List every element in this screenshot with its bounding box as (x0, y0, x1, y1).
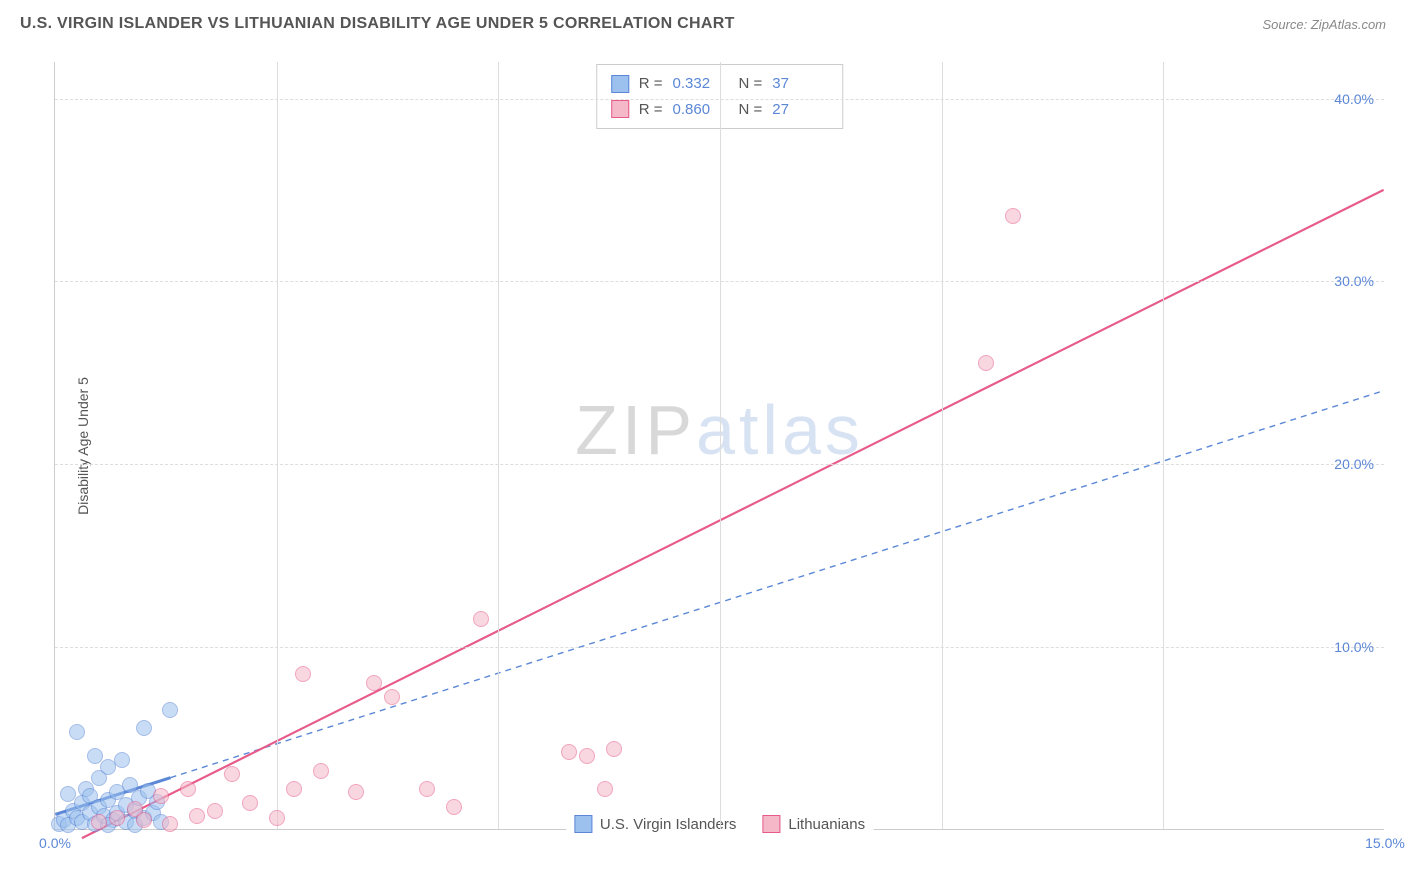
data-point (606, 741, 622, 757)
gridline-v (277, 62, 278, 829)
watermark-zip: ZIP (575, 391, 696, 469)
data-point (419, 781, 435, 797)
data-point (69, 724, 85, 740)
y-tick-label: 30.0% (1334, 273, 1374, 289)
data-point (286, 781, 302, 797)
chart-title: U.S. VIRGIN ISLANDER VS LITHUANIAN DISAB… (20, 15, 735, 33)
data-point (313, 763, 329, 779)
data-point (109, 810, 125, 826)
gridline-v (498, 62, 499, 829)
legend-bottom-swatch-1 (762, 815, 780, 833)
data-point (162, 816, 178, 832)
x-tick-label: 15.0% (1365, 835, 1405, 851)
legend-item-0: U.S. Virgin Islanders (574, 815, 736, 833)
data-point (597, 781, 613, 797)
data-point (136, 812, 152, 828)
y-tick-label: 40.0% (1334, 91, 1374, 107)
watermark-atlas: atlas (696, 391, 864, 469)
data-point (153, 788, 169, 804)
data-point (87, 748, 103, 764)
data-point (224, 766, 240, 782)
chart-header: U.S. VIRGIN ISLANDER VS LITHUANIAN DISAB… (0, 0, 1406, 48)
data-point (348, 784, 364, 800)
x-tick-label: 0.0% (39, 835, 71, 851)
data-point (579, 748, 595, 764)
data-point (446, 799, 462, 815)
legend-bottom-label-0: U.S. Virgin Islanders (600, 816, 736, 833)
legend-item-1: Lithuanians (762, 815, 865, 833)
data-point (295, 666, 311, 682)
n-value-0: 37 (772, 71, 828, 97)
data-point (207, 803, 223, 819)
gridline-v (720, 62, 721, 829)
data-point (162, 702, 178, 718)
y-tick-label: 20.0% (1334, 456, 1374, 472)
data-point (1005, 208, 1021, 224)
data-point (384, 689, 400, 705)
data-point (136, 720, 152, 736)
gridline-v (1163, 62, 1164, 829)
legend-bottom-label-1: Lithuanians (788, 816, 865, 833)
data-point (242, 795, 258, 811)
legend-swatch-1 (611, 100, 629, 118)
data-point (473, 611, 489, 627)
plot-area: ZIPatlas R = 0.332 N = 37 R = 0.860 N = … (54, 62, 1384, 830)
n-value-1: 27 (772, 97, 828, 123)
data-point (978, 355, 994, 371)
gridline-v (942, 62, 943, 829)
legend-bottom-swatch-0 (574, 815, 592, 833)
source-attribution: Source: ZipAtlas.com (1262, 17, 1386, 32)
data-point (269, 810, 285, 826)
data-point (114, 752, 130, 768)
data-point (60, 786, 76, 802)
y-tick-label: 10.0% (1334, 639, 1374, 655)
legend-swatch-0 (611, 75, 629, 93)
data-point (180, 781, 196, 797)
data-point (561, 744, 577, 760)
data-point (189, 808, 205, 824)
data-point (366, 675, 382, 691)
data-point (91, 814, 107, 830)
